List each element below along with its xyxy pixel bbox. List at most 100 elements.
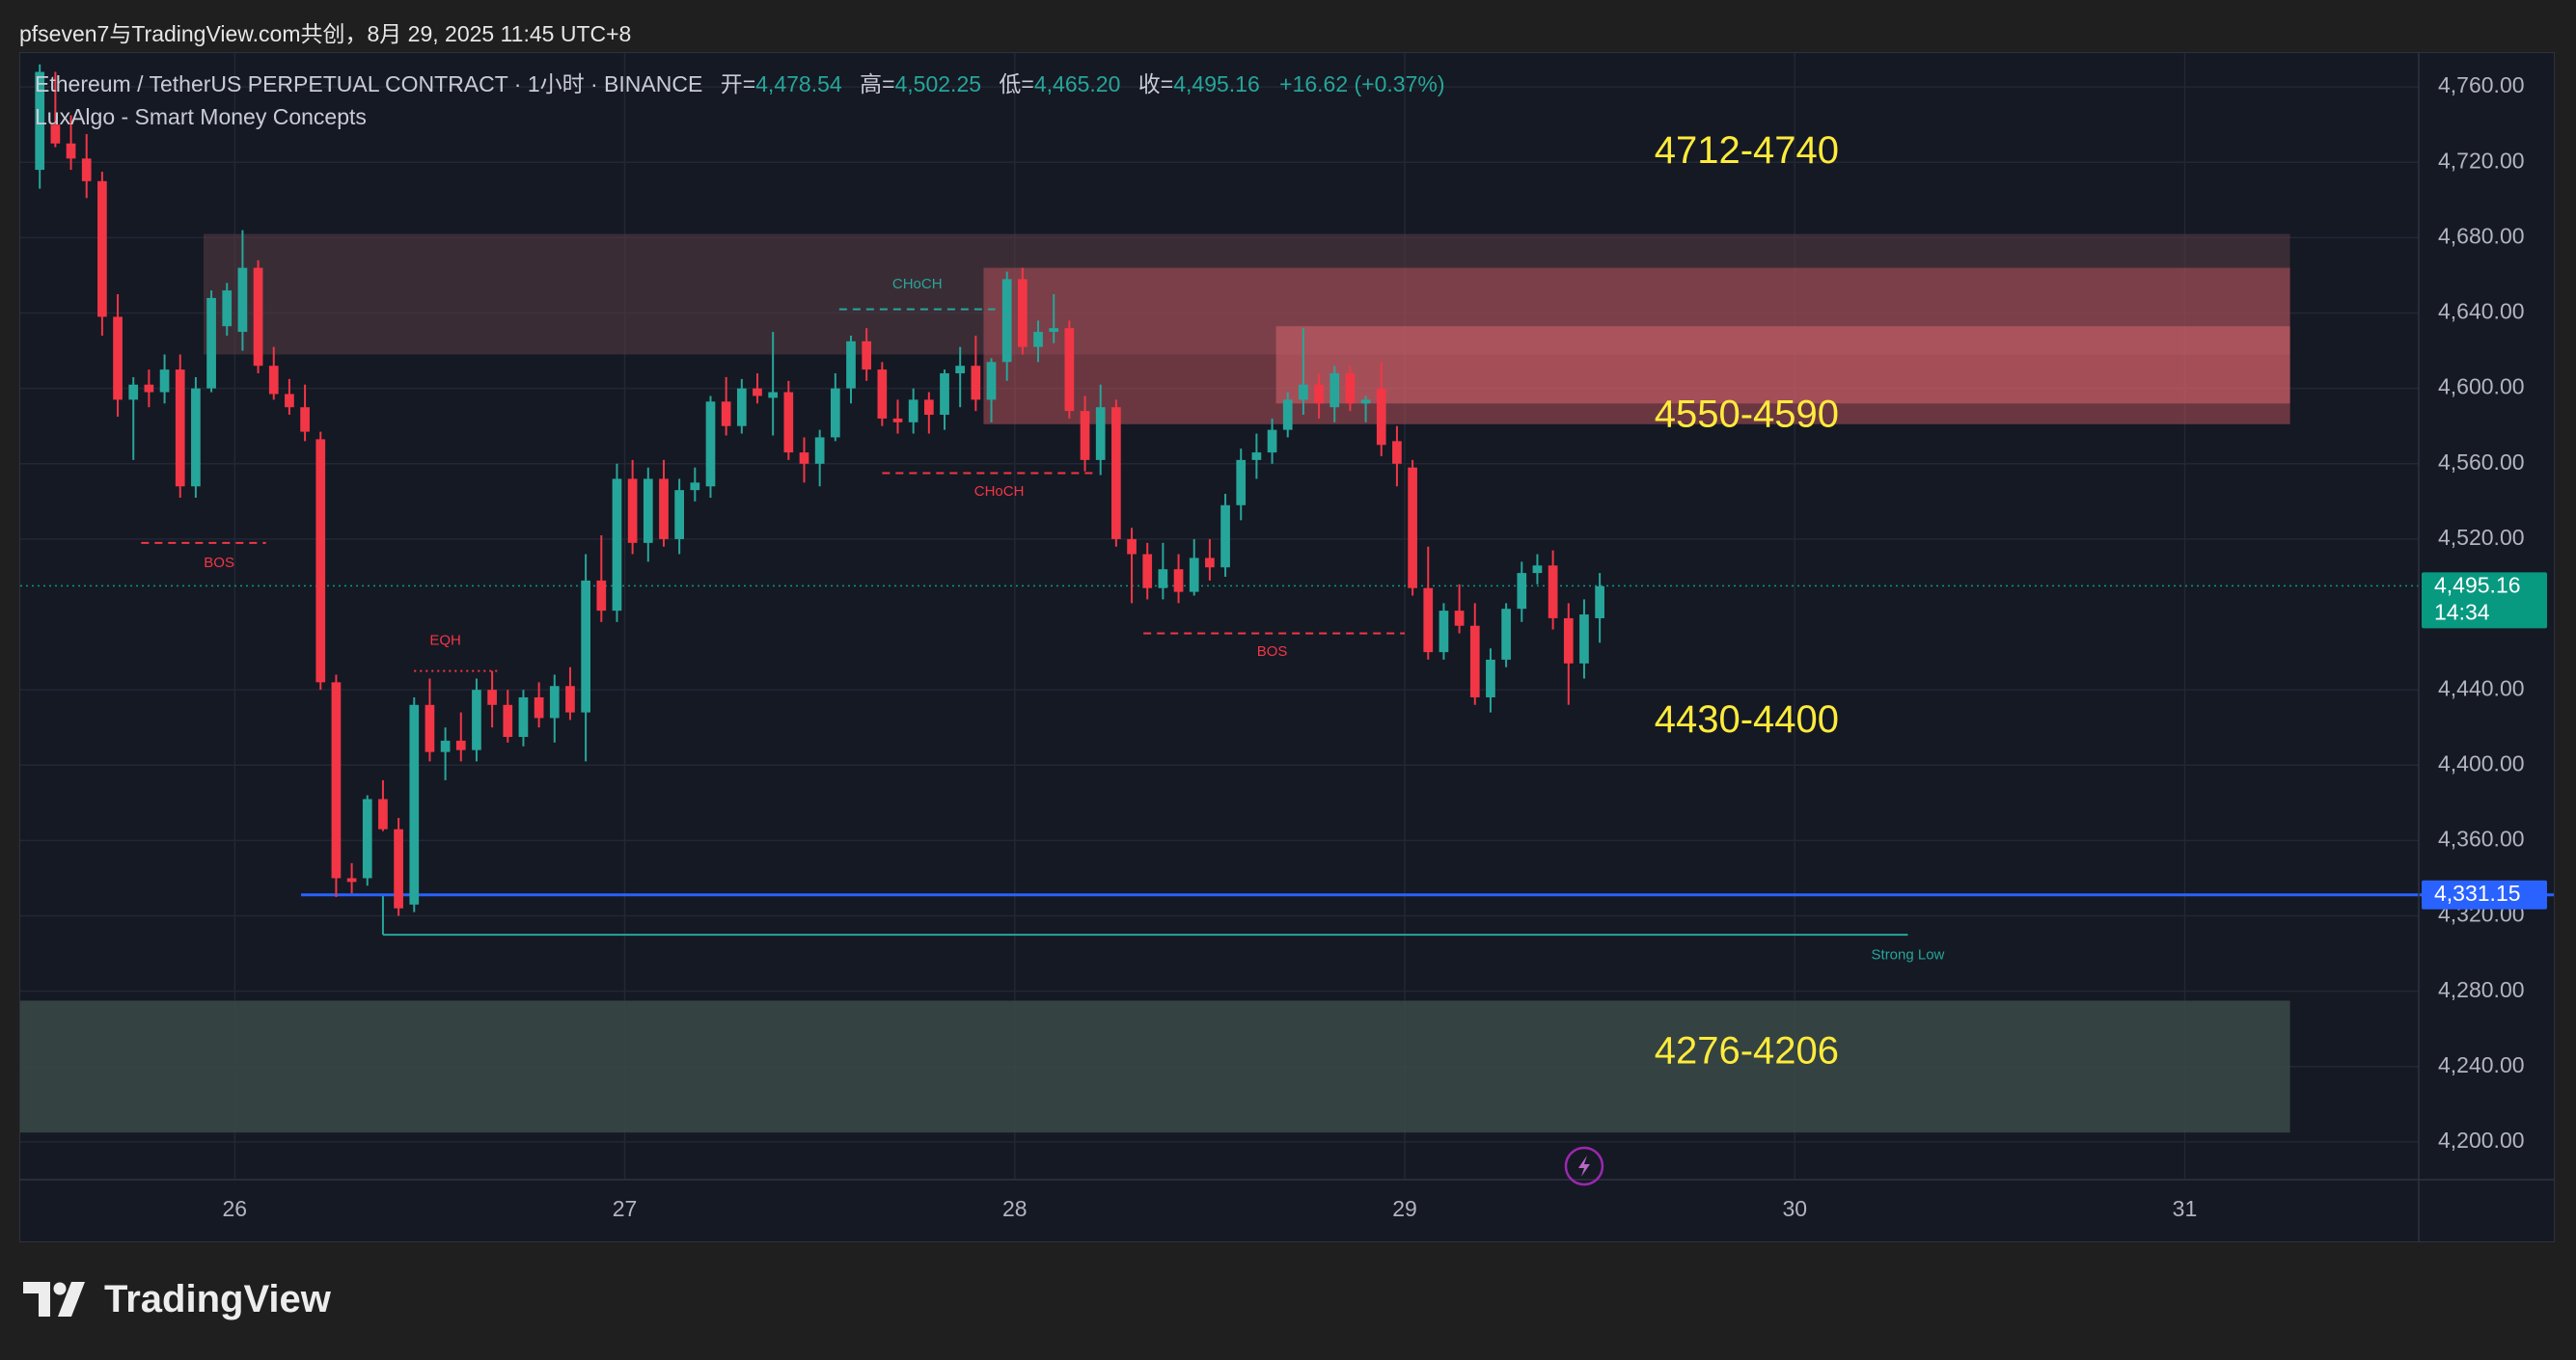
lightning-icon-bolt bbox=[1577, 1156, 1590, 1177]
target-4430-4400: 4430-4400 bbox=[1655, 698, 1839, 741]
choch-label-1: CHoCH bbox=[892, 276, 943, 292]
candle-body bbox=[285, 394, 294, 408]
candle-body bbox=[955, 366, 966, 374]
candle-body bbox=[923, 399, 934, 416]
candle-body bbox=[1345, 373, 1356, 404]
candle-body bbox=[440, 740, 451, 752]
candle-body bbox=[940, 373, 949, 416]
candle-body bbox=[674, 490, 684, 539]
x-tick-label: 31 bbox=[2173, 1196, 2198, 1221]
candle-body bbox=[81, 158, 92, 181]
y-tick-label: 4,640.00 bbox=[2438, 299, 2525, 324]
candle-body bbox=[1220, 504, 1230, 568]
candle-body bbox=[191, 388, 201, 487]
bos-label-2: BOS bbox=[1257, 643, 1288, 660]
candle-body bbox=[1033, 332, 1043, 347]
candle-body bbox=[690, 482, 700, 491]
candle-body bbox=[1018, 279, 1028, 347]
candle-body bbox=[362, 799, 372, 879]
candle-body bbox=[518, 696, 529, 738]
candle-body bbox=[409, 704, 420, 905]
candle-body bbox=[799, 452, 809, 464]
bos-label-1: BOS bbox=[204, 555, 234, 571]
x-tick-label: 26 bbox=[223, 1196, 248, 1221]
legend-close-label: 收= bbox=[1137, 71, 1174, 96]
candle-body bbox=[596, 580, 607, 612]
candle-body bbox=[1595, 585, 1604, 618]
x-tick-label: 27 bbox=[613, 1196, 638, 1221]
candle-body bbox=[862, 340, 872, 370]
demand-zone bbox=[20, 1000, 2290, 1133]
candle-body bbox=[237, 267, 248, 333]
candle-body bbox=[472, 690, 481, 750]
candle-body bbox=[1095, 407, 1106, 460]
legend-change: +16.62 (+0.37%) bbox=[1279, 71, 1445, 96]
author-line: pfseven7与TradingView.com共创，8月 29, 2025 1… bbox=[19, 21, 632, 46]
candle-body bbox=[346, 878, 357, 883]
current-price-badge-label: 4,495.16 bbox=[2434, 573, 2521, 598]
candle-body bbox=[331, 682, 342, 879]
candle-body bbox=[315, 439, 326, 683]
candle-body bbox=[1392, 441, 1402, 464]
candle-body bbox=[753, 388, 762, 396]
target-4550-4590: 4550-4590 bbox=[1655, 394, 1839, 436]
candle-body bbox=[50, 124, 61, 144]
y-tick-label: 4,560.00 bbox=[2438, 449, 2525, 475]
candle-body bbox=[1517, 573, 1527, 610]
candle-body bbox=[175, 369, 185, 487]
candle-body bbox=[986, 362, 997, 400]
y-tick-label: 4,760.00 bbox=[2438, 72, 2525, 97]
candle-body bbox=[1205, 558, 1215, 568]
candle-body bbox=[565, 686, 575, 713]
candle-body bbox=[1548, 565, 1558, 618]
candle-body bbox=[1532, 565, 1543, 574]
candle-body bbox=[1049, 328, 1059, 333]
candle-body bbox=[1329, 373, 1340, 408]
x-tick-label: 30 bbox=[1782, 1196, 1807, 1221]
candle-body bbox=[1189, 558, 1199, 592]
chart-frame[interactable]: BOS EQH CHoCH CHoCH BOS Strong Low 4712-4740 45… bbox=[19, 52, 2555, 1242]
candle-body bbox=[1299, 384, 1308, 400]
candle-body bbox=[503, 704, 513, 738]
legend-open-value: 4,478.54 bbox=[755, 71, 842, 96]
candle-body bbox=[627, 478, 638, 543]
candle-body bbox=[768, 392, 779, 398]
candle-body bbox=[1251, 452, 1262, 460]
horizontal-line-badge-bg bbox=[2422, 880, 2547, 910]
candle-body bbox=[425, 704, 435, 752]
candle-body bbox=[814, 437, 825, 464]
legend-close-value: 4,495.16 bbox=[1173, 71, 1260, 96]
candle-body bbox=[1376, 388, 1386, 446]
candle-body bbox=[1001, 279, 1012, 363]
candle-body bbox=[222, 290, 233, 327]
legend-low-value: 4,465.20 bbox=[1033, 71, 1121, 96]
candle-body bbox=[1282, 399, 1293, 430]
candle-body bbox=[971, 366, 981, 400]
candle-body bbox=[705, 401, 716, 487]
candle-body bbox=[1486, 659, 1495, 697]
candle-body bbox=[908, 399, 918, 422]
legend-symbol[interactable]: Ethereum / TetherUS PERPETUAL CONTRACT ·… bbox=[35, 71, 703, 96]
candle-body bbox=[66, 143, 76, 159]
candle-body bbox=[1236, 459, 1247, 505]
candle-body bbox=[300, 407, 310, 432]
candle-body bbox=[159, 369, 170, 393]
candle-body bbox=[1127, 538, 1137, 555]
eqh-label: EQH bbox=[429, 632, 461, 648]
y-tick-label: 4,400.00 bbox=[2438, 750, 2525, 775]
candlestick-chart[interactable]: BOS EQH CHoCH CHoCH BOS Strong Low 4712-4740 45… bbox=[20, 53, 2554, 1241]
candle-body bbox=[1423, 587, 1434, 653]
candle-body bbox=[830, 388, 840, 438]
candle-body bbox=[721, 401, 731, 426]
chart-legend: Ethereum / TetherUS PERPETUAL CONTRACT ·… bbox=[35, 68, 1444, 133]
candle-body bbox=[253, 267, 263, 367]
y-tick-label: 4,200.00 bbox=[2438, 1128, 2525, 1153]
candle-body bbox=[1469, 625, 1480, 697]
candle-body bbox=[1360, 399, 1371, 404]
candle-body bbox=[612, 478, 622, 612]
candle-body bbox=[846, 340, 856, 389]
candle-body bbox=[1111, 407, 1121, 539]
y-tick-label: 4,520.00 bbox=[2438, 525, 2525, 550]
legend-indicator-name[interactable]: LuxAlgo - Smart Money Concepts bbox=[35, 104, 367, 129]
brand-footer[interactable]: TradingView bbox=[23, 1275, 331, 1323]
